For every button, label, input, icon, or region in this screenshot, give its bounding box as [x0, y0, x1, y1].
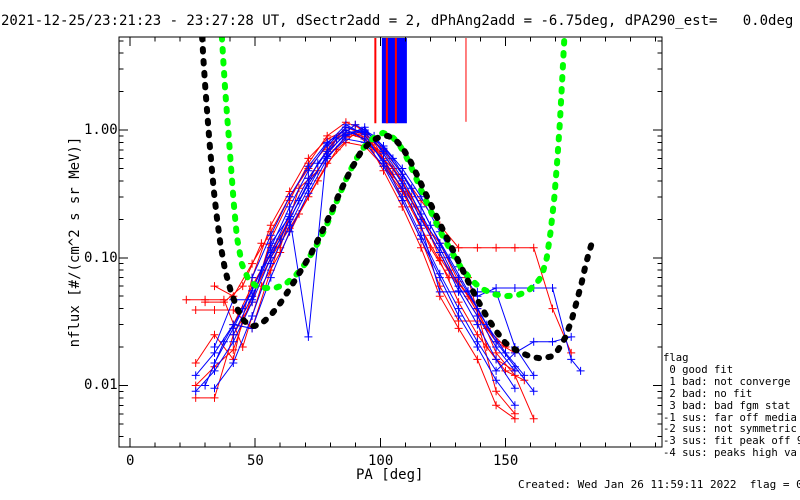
- x-axis-title: PA [deg]: [356, 467, 424, 483]
- legend-item-3: 3 bad: bad fgm stat: [663, 399, 791, 412]
- trace-red-7: [182, 128, 510, 351]
- x-tick-label-50: 50: [247, 453, 264, 469]
- plus-markers: [191, 135, 519, 410]
- trace-blue-7: [210, 120, 576, 375]
- legend-title: flag: [663, 352, 689, 364]
- fit-black-dashed: [199, 36, 596, 362]
- blue-vertical-band: [381, 38, 407, 124]
- trace-blue-8: [191, 135, 519, 410]
- plus-markers: [210, 123, 519, 375]
- x-tick-label-150: 150: [493, 453, 519, 469]
- trace-blue-4: [229, 127, 585, 375]
- legend-item-0: 0 good fit: [663, 363, 734, 376]
- plus-markers: [201, 120, 529, 390]
- legend-item-4: -1 sus: far off media: [663, 411, 797, 424]
- y-tick-label-0.01: 0.01: [84, 377, 118, 393]
- x-tick-label-0: 0: [126, 453, 135, 469]
- legend-item-1: 1 bad: not converge: [663, 375, 791, 388]
- plus-markers: [191, 118, 519, 402]
- y-tick-label-0.10: 0.10: [84, 250, 118, 266]
- trace-blue-2: [201, 120, 529, 390]
- legend-item-6: -3 sus: fit peak off 90: [663, 435, 800, 448]
- axes: [118, 36, 663, 448]
- created-timestamp: Created: Wed Jan 26 11:59:11 2022 flag =…: [518, 478, 800, 491]
- x-tick-label-100: 100: [368, 453, 394, 469]
- y-tick-label-1.00: 1.00: [84, 122, 118, 138]
- legend-item-5: -2 sus: not symmetric: [663, 423, 797, 436]
- y-axis-title: nflux [#/(cm^2 s sr MeV)]: [67, 136, 83, 348]
- flag-legend: flag 0 good fit 1 bad: not converge 2 ba…: [663, 352, 800, 460]
- trace-blue-1: [210, 123, 519, 375]
- legend-item-7: -4 sus: peaks high va: [663, 447, 797, 460]
- plot-title: 2021-12-25/23:21:23 - 23:27:28 UT, dSect…: [1, 13, 794, 29]
- legend-item-2: 2 bad: no fit: [663, 387, 753, 400]
- plus-markers: [229, 127, 585, 375]
- trace-red-4: [191, 118, 519, 402]
